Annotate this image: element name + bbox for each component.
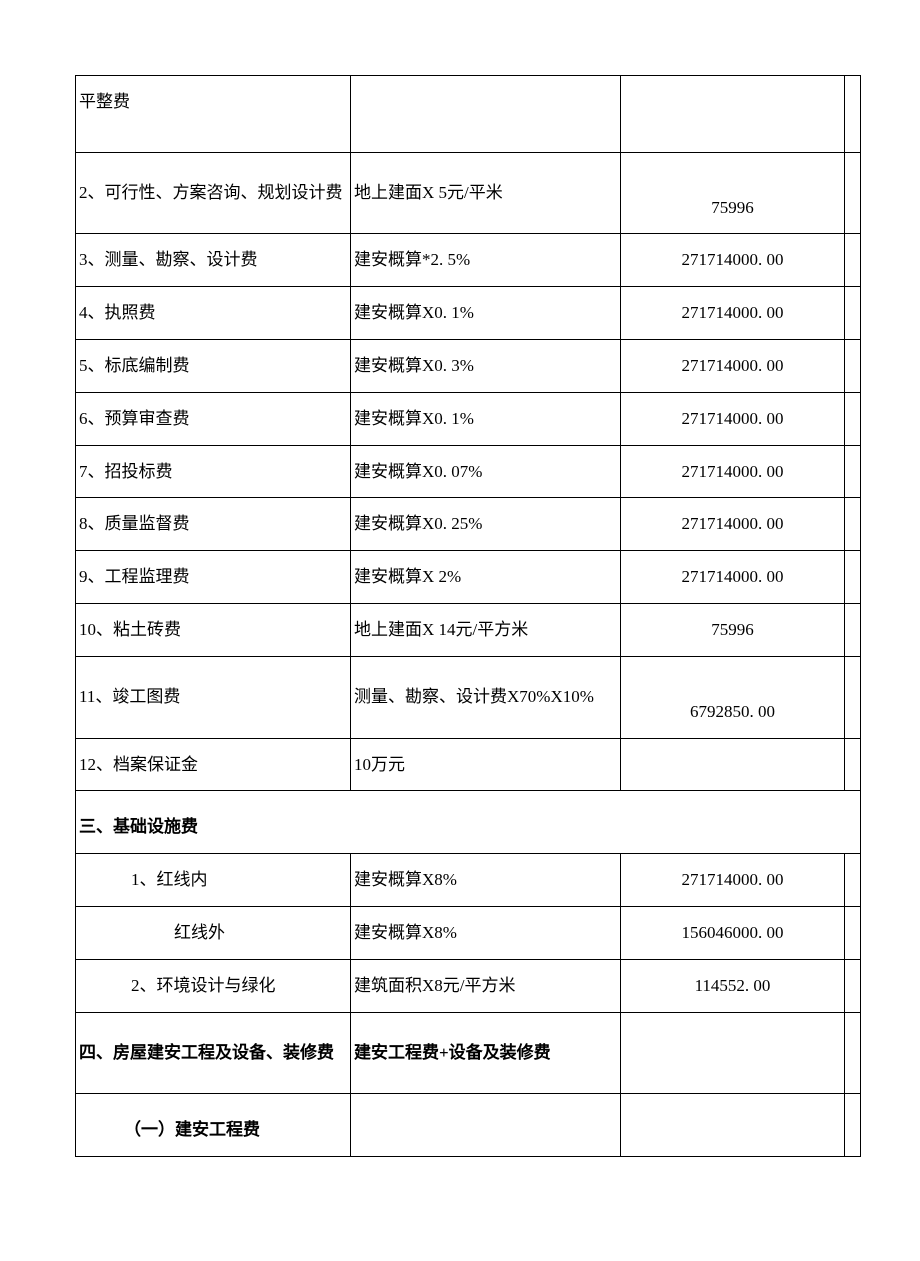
extra-col (845, 124, 860, 152)
item-name: 5、标底编制费 (76, 340, 350, 392)
item-name: 6、预算审查费 (76, 393, 350, 445)
calculation-basis (351, 124, 620, 152)
table-row: 1、红线内建安概算X8%271714000. 00 (76, 854, 861, 907)
calculation-basis: 建安概算X0. 3% (351, 340, 620, 392)
calculation-basis: 建安概算X0. 1% (351, 287, 620, 339)
extra-col (845, 522, 860, 550)
calculation-basis: 建安概算X8% (351, 907, 620, 959)
amount-value: 75996 (621, 182, 844, 234)
item-name: 1、红线内 (76, 854, 350, 906)
calculation-basis: 地上建面X 5元/平米 (351, 153, 620, 234)
extra-col (845, 575, 860, 603)
item-name: 3、测量、勘察、设计费 (76, 234, 350, 286)
extra-col (845, 931, 860, 959)
calculation-basis: 测量、勘察、设计费X70%X10% (351, 657, 620, 738)
extra-col (845, 628, 860, 656)
calculation-basis: 建安概算X0. 1% (351, 393, 620, 445)
item-name: 四、房屋建安工程及设备、装修费 (76, 1013, 350, 1094)
table-row: 平整费 (76, 76, 861, 153)
calculation-basis: 建安概算X 2% (351, 551, 620, 603)
calculation-basis: 建筑面积X8元/平方米 (351, 960, 620, 1012)
item-name: 2、可行性、方案咨询、规划设计费 (76, 153, 350, 234)
item-name: 12、档案保证金 (76, 739, 350, 791)
item-name: （一）建安工程费 (76, 1094, 350, 1156)
amount-value: 271714000. 00 (621, 287, 844, 339)
table-row: 3、测量、勘察、设计费建安概算*2. 5%271714000. 00 (76, 234, 861, 287)
extra-col (845, 311, 860, 339)
table-row: 7、招投标费建安概算X0. 07%271714000. 00 (76, 445, 861, 498)
amount-value (621, 124, 844, 152)
extra-col (845, 984, 860, 1012)
table-row: 三、基础设施费 (76, 791, 861, 854)
amount-value (621, 1128, 844, 1156)
table-row: 4、执照费建安概算X0. 1%271714000. 00 (76, 287, 861, 340)
extra-col (845, 364, 860, 392)
extra-col (845, 710, 860, 738)
table-row: 2、环境设计与绿化建筑面积X8元/平方米114552. 00 (76, 959, 861, 1012)
amount-value: 271714000. 00 (621, 854, 844, 906)
calculation-basis: 建安工程费+设备及装修费 (351, 1013, 620, 1094)
calculation-basis: 建安概算X0. 25% (351, 498, 620, 550)
amount-value: 271714000. 00 (621, 551, 844, 603)
table-row: 12、档案保证金10万元 (76, 738, 861, 791)
extra-col (845, 258, 860, 286)
calculation-basis (351, 1128, 620, 1156)
extra-col (845, 469, 860, 497)
extra-col (845, 762, 860, 790)
calculation-basis: 建安概算X8% (351, 854, 620, 906)
item-name: 4、执照费 (76, 287, 350, 339)
extra-col (845, 417, 860, 445)
amount-value: 156046000. 00 (621, 907, 844, 959)
table-row: 5、标底编制费建安概算X0. 3%271714000. 00 (76, 340, 861, 393)
item-name: 红线外 (76, 907, 350, 959)
amount-value: 271714000. 00 (621, 446, 844, 498)
amount-value: 75996 (621, 604, 844, 656)
table-row: 红线外建安概算X8%156046000. 00 (76, 906, 861, 959)
extra-col (845, 1128, 860, 1156)
item-name: 7、招投标费 (76, 446, 350, 498)
table-row: 2、可行性、方案咨询、规划设计费地上建面X 5元/平米75996 (76, 152, 861, 234)
amount-value (621, 762, 844, 790)
calculation-basis: 建安概算*2. 5% (351, 234, 620, 286)
amount-value (621, 1065, 844, 1093)
calculation-basis: 建安概算X0. 07% (351, 446, 620, 498)
item-name: 9、工程监理费 (76, 551, 350, 603)
amount-value: 6792850. 00 (621, 686, 844, 738)
amount-value: 271714000. 00 (621, 393, 844, 445)
item-name: 平整费 (76, 76, 350, 152)
table-row: 8、质量监督费建安概算X0. 25%271714000. 00 (76, 498, 861, 551)
cost-estimate-table: 平整费2、可行性、方案咨询、规划设计费地上建面X 5元/平米759963、测量、… (75, 75, 861, 1157)
extra-col (845, 878, 860, 906)
table-row: 10、粘土砖费地上建面X 14元/平方米75996 (76, 604, 861, 657)
calculation-basis: 地上建面X 14元/平方米 (351, 604, 620, 656)
amount-value: 271714000. 00 (621, 498, 844, 550)
item-name: 11、竣工图费 (76, 657, 350, 738)
extra-col (845, 1065, 860, 1093)
item-name: 2、环境设计与绿化 (76, 960, 350, 1012)
item-name: 10、粘土砖费 (76, 604, 350, 656)
table-row: 四、房屋建安工程及设备、装修费建安工程费+设备及装修费 (76, 1012, 861, 1094)
calculation-basis: 10万元 (351, 739, 620, 791)
section-header-label: 三、基础设施费 (76, 791, 860, 853)
table-row: 6、预算审查费建安概算X0. 1%271714000. 00 (76, 392, 861, 445)
amount-value: 114552. 00 (621, 960, 844, 1012)
table-row: （一）建安工程费 (76, 1094, 861, 1157)
table-row: 9、工程监理费建安概算X 2%271714000. 00 (76, 551, 861, 604)
table-body: 平整费2、可行性、方案咨询、规划设计费地上建面X 5元/平米759963、测量、… (76, 76, 861, 1157)
table-row: 11、竣工图费测量、勘察、设计费X70%X10%6792850. 00 (76, 656, 861, 738)
item-name: 8、质量监督费 (76, 498, 350, 550)
amount-value: 271714000. 00 (621, 234, 844, 286)
amount-value: 271714000. 00 (621, 340, 844, 392)
extra-col (845, 205, 860, 233)
